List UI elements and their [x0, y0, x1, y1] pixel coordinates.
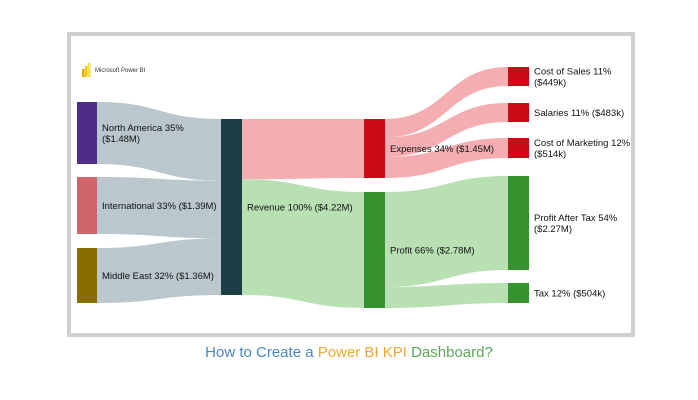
flow-profit-to-tax [385, 283, 508, 308]
sankey-nodes [77, 67, 529, 308]
node-label-profit-after-tax-line1: Profit After Tax 54% [534, 213, 618, 224]
node-tax [508, 283, 529, 303]
node-label-cost-of-sales-line2: ($449k) [534, 78, 566, 89]
caption-part-3: Dashboard? [406, 344, 493, 361]
sankey-labels: North America 35%($1.48M) International 3… [102, 67, 631, 300]
node-label-profit-line1: Profit 66% ($2.78M) [390, 246, 474, 257]
flow-expenses-to-cost-of-sales [385, 67, 508, 138]
caption-part-1: How to Create a [205, 344, 318, 361]
power-bi-logo-text: Microsoft Power BI [95, 68, 146, 74]
node-cost-of-sales [508, 67, 529, 86]
node-cost-of-marketing [508, 138, 529, 158]
flow-profit-to-profit-after-tax [385, 176, 508, 287]
flow-expenses-to-cost-of-marketing [385, 138, 508, 178]
node-label-revenue-line1: Revenue 100% ($4.22M) [247, 203, 353, 214]
caption-part-2: Power BI KPI [317, 344, 407, 361]
node-north-america [77, 102, 97, 164]
node-label-expenses-line1: Expenses 34% ($1.45M) [390, 144, 494, 155]
flow-expenses-to-salaries [385, 103, 508, 158]
node-label-tax-line1: Tax 12% ($504k) [534, 289, 605, 300]
node-label-salaries-line1: Salaries 11% ($483k) [534, 108, 624, 119]
node-international [77, 177, 97, 234]
node-middle-east [77, 248, 97, 303]
node-profit-after-tax [508, 176, 529, 270]
node-label-profit-after-tax-line2: ($2.27M) [534, 224, 572, 235]
power-bi-logo-icon-bar-3 [88, 63, 91, 77]
node-label-north-america-line1: North America 35% [102, 123, 184, 134]
node-revenue [221, 119, 242, 295]
node-label-north-america-line2: ($1.48M) [102, 134, 140, 145]
node-label-cost-of-marketing-line2: ($514k) [534, 149, 566, 160]
flow-north-america-to-revenue [97, 102, 221, 181]
node-label-cost-of-sales-line1: Cost of Sales 11% [534, 67, 612, 78]
sankey-flows [97, 67, 508, 308]
flow-revenue-to-expenses [242, 119, 364, 180]
power-bi-logo: Microsoft Power BI [82, 63, 146, 77]
flow-international-to-revenue [97, 177, 221, 239]
page-caption: How to Create a Power BI KPI Dashboard? [0, 344, 698, 361]
node-label-cost-of-marketing-line1: Cost of Marketing 12% [534, 138, 631, 149]
diagram-frame: Microsoft Power BI North America 35% ($1.… [67, 32, 635, 337]
node-label-middle-east-line1: Middle East 32% ($1.36M) [102, 271, 214, 282]
power-bi-logo-icon-bar-2 [85, 66, 88, 77]
node-profit [364, 192, 385, 308]
node-label-international-line1: International 33% ($1.39M) [102, 201, 217, 212]
flow-revenue-to-profit [242, 179, 364, 308]
node-salaries [508, 103, 529, 122]
sankey-diagram: Microsoft Power BI North America 35%($1.… [77, 63, 631, 308]
power-bi-logo-icon-bar-1 [82, 69, 85, 77]
flow-middle-east-to-revenue [97, 238, 221, 303]
node-expenses [364, 119, 385, 178]
